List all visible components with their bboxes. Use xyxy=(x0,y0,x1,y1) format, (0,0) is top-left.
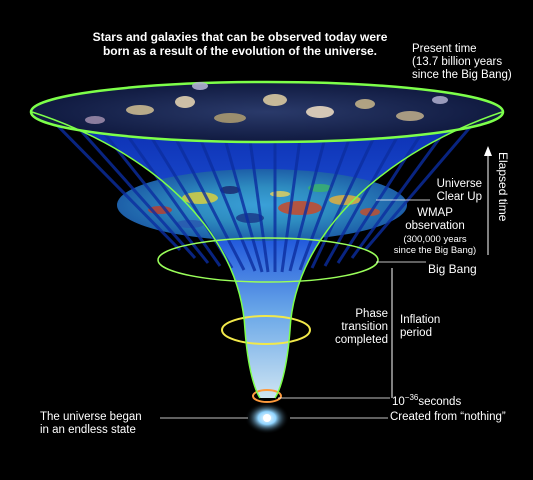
wmap-line2: observation xyxy=(380,220,490,233)
universe-clear-up-line2: Clear Up xyxy=(412,191,482,204)
wmap-line1: WMAP xyxy=(380,207,490,220)
universe-clear-up-label: Universe Clear Up xyxy=(412,178,482,204)
phase-transition-line1: Phase xyxy=(318,308,388,321)
seconds-exponent: −36 xyxy=(405,393,419,402)
wmap-line3: (300,000 years xyxy=(380,234,490,245)
universe-began-line2: in an endless state xyxy=(40,424,142,437)
elapsed-time-label: Elapsed time xyxy=(496,152,510,221)
seconds-unit: seconds xyxy=(418,396,461,408)
seconds-base: 10 xyxy=(392,396,405,408)
inflation-line2: period xyxy=(400,327,440,340)
universe-clear-up-line1: Universe xyxy=(412,178,482,191)
universe-began-label: The universe began in an endless state xyxy=(40,411,142,437)
present-time-line3: since the Big Bang) xyxy=(412,69,512,82)
wmap-label: WMAP observation xyxy=(380,207,490,233)
created-from-nothing-label: Created from “nothing” xyxy=(390,411,506,424)
wmap-line4: since the Big Bang) xyxy=(380,245,490,256)
inflation-label: Inflation period xyxy=(400,314,440,340)
phase-transition-line2: transition xyxy=(318,321,388,334)
present-time-line2: (13.7 billion years xyxy=(412,56,512,69)
inflation-line1: Inflation xyxy=(400,314,440,327)
present-time-label: Present time (13.7 billion years since t… xyxy=(412,43,512,82)
phase-transition-line3: completed xyxy=(318,334,388,347)
seconds-label: 10−36seconds xyxy=(392,391,461,409)
present-time-disk xyxy=(31,82,503,142)
universe-began-line1: The universe began xyxy=(40,411,142,424)
phase-transition-label: Phase transition completed xyxy=(318,308,388,347)
big-bang-label: Big Bang xyxy=(428,263,477,276)
wmap-time-label: (300,000 years since the Big Bang) xyxy=(380,234,490,256)
headline: Stars and galaxies that can be observed … xyxy=(90,30,390,58)
present-time-line1: Present time xyxy=(412,43,512,56)
